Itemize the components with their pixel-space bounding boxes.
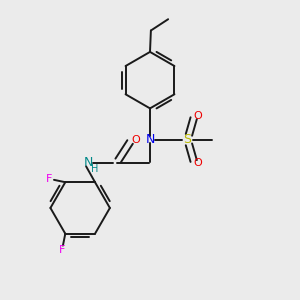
Text: O: O (193, 111, 202, 122)
Text: N: N (84, 156, 93, 169)
Text: O: O (193, 158, 202, 168)
Text: F: F (59, 245, 65, 255)
Text: S: S (183, 133, 191, 146)
Text: O: O (131, 135, 140, 145)
Text: F: F (46, 174, 52, 184)
Text: N: N (145, 133, 155, 146)
Text: H: H (91, 164, 99, 174)
